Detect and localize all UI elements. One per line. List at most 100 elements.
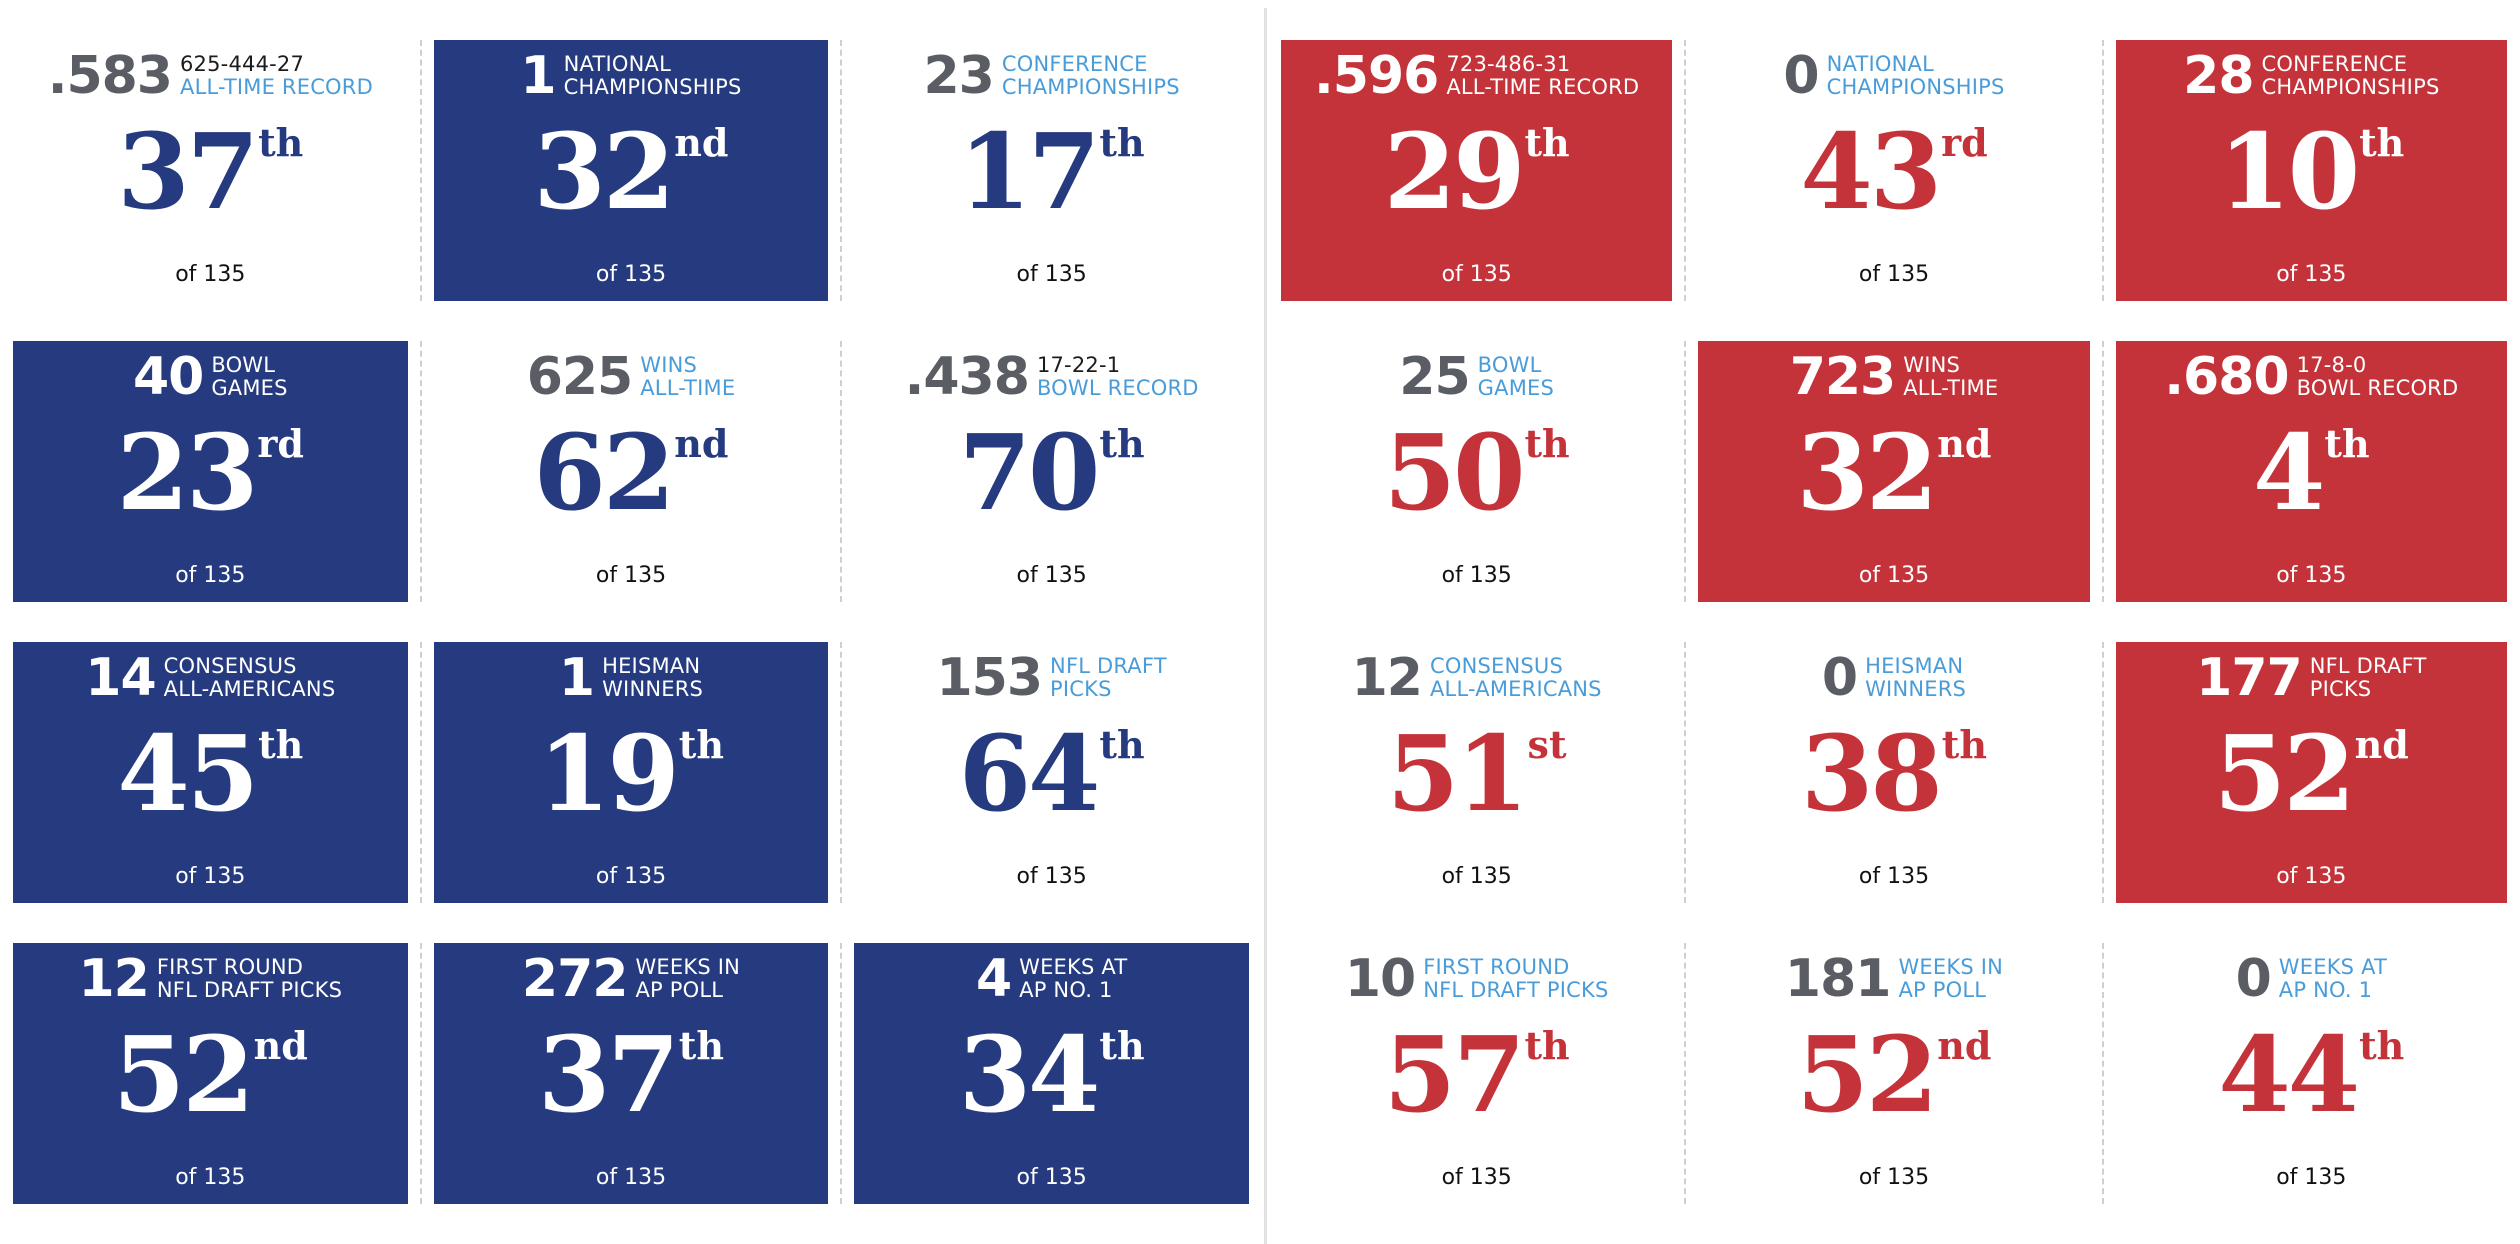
stat-header: 723 WINS ALL-TIME bbox=[1698, 349, 2089, 405]
stat-value: .583 bbox=[47, 46, 173, 106]
rank-total: of 135 bbox=[1441, 864, 1512, 889]
stat-label-line: CONFERENCE bbox=[2261, 51, 2408, 76]
stat-label-line: NFL DRAFT bbox=[1050, 653, 1167, 678]
stat-label: NATIONAL CHAMPIONSHIPS bbox=[1826, 51, 2005, 99]
stat-tile: 177 NFL DRAFT PICKS 52nd of 135 bbox=[2115, 642, 2507, 903]
stat-label: NATIONAL CHAMPIONSHIPS bbox=[563, 52, 742, 99]
stat-header: 12 FIRST ROUND NFL DRAFT PICKS bbox=[13, 951, 408, 1007]
stat-value: .596 bbox=[1314, 46, 1439, 106]
left-stat-grid: .583 625-444-27 ALL-TIME RECORD 37th of 135 1… bbox=[13, 40, 1249, 1204]
rank-suffix: rd bbox=[1941, 120, 1988, 165]
rank: 23rd bbox=[13, 421, 408, 525]
stat-label-line: CONSENSUS bbox=[1429, 653, 1564, 678]
rank-suffix: th bbox=[1524, 421, 1570, 466]
rank: 64th bbox=[854, 722, 1249, 826]
right-team-panel: .596 723-486-31 ALL-TIME RECORD 29th of 135 0… bbox=[1268, 0, 2520, 1244]
stat-label-line: WEEKS AT bbox=[1019, 954, 1128, 979]
stat-label-line: ALL-TIME bbox=[1903, 376, 1999, 400]
rank: 62nd bbox=[434, 421, 829, 525]
rank-number: 64 bbox=[958, 712, 1101, 835]
stat-header: 0 HEISMAN WINNERS bbox=[1698, 650, 2089, 706]
rank-total: of 135 bbox=[175, 1165, 246, 1190]
stat-label: CONFERENCE CHAMPIONSHIPS bbox=[1001, 51, 1180, 99]
rank-number: 52 bbox=[112, 1013, 255, 1136]
rank-suffix: th bbox=[1524, 1023, 1570, 1068]
rank: 57th bbox=[1281, 1023, 1672, 1127]
stat-tile: .438 17-22-1 BOWL RECORD 70th of 135 bbox=[854, 341, 1249, 602]
stat-label-line: WINNERS bbox=[1865, 677, 1967, 701]
stat-label-line: ALL-TIME RECORD bbox=[1446, 75, 1640, 99]
stat-label: FIRST ROUND NFL DRAFT PICKS bbox=[156, 955, 343, 1002]
stat-value: 0 bbox=[2235, 949, 2272, 1009]
rank: 34th bbox=[854, 1023, 1249, 1127]
rank-suffix: th bbox=[1099, 722, 1145, 767]
stat-label-line: WEEKS IN bbox=[1898, 954, 2004, 979]
stat-tile: 0 NATIONAL CHAMPIONSHIPS 43rd of 135 bbox=[1698, 40, 2104, 301]
stat-header: 181 WEEKS IN AP POLL bbox=[1698, 951, 2089, 1007]
stat-label-line: CHAMPIONSHIPS bbox=[2261, 75, 2440, 99]
rank: 44th bbox=[2116, 1023, 2507, 1127]
rank-number: 37 bbox=[117, 110, 259, 233]
rank-suffix: th bbox=[678, 722, 724, 767]
stat-value: 272 bbox=[521, 949, 629, 1009]
stat-header: 25 BOWL GAMES bbox=[1281, 349, 1672, 405]
rank-number: 19 bbox=[538, 712, 680, 835]
team-divider bbox=[1264, 8, 1267, 1244]
stat-label: WINS ALL-TIME bbox=[640, 353, 735, 400]
stat-value: 14 bbox=[85, 648, 156, 708]
rank-number: 51 bbox=[1386, 712, 1529, 835]
stat-label-line: CHAMPIONSHIPS bbox=[563, 75, 742, 99]
stat-label-line: NATIONAL bbox=[1826, 51, 1934, 76]
stat-label-line: GAMES bbox=[211, 376, 288, 400]
rank-total: of 135 bbox=[175, 262, 246, 287]
rank-number: 43 bbox=[1800, 110, 1942, 233]
stat-value: 4 bbox=[975, 949, 1012, 1009]
stat-label-line: AP POLL bbox=[635, 978, 724, 1002]
rank-suffix: th bbox=[1941, 722, 1987, 767]
stat-label-line: BOWL RECORD bbox=[2296, 376, 2459, 400]
stat-tile: 14 CONSENSUS ALL-AMERICANS 45th of 135 bbox=[13, 642, 422, 903]
stat-value: 23 bbox=[923, 46, 994, 106]
rank-total: of 135 bbox=[1858, 563, 1930, 588]
stat-label: WEEKS IN AP POLL bbox=[635, 954, 741, 1002]
stat-tile: 181 WEEKS IN AP POLL 52nd of 135 bbox=[1698, 943, 2104, 1204]
rank-suffix: th bbox=[258, 120, 304, 165]
stat-value: 1 bbox=[520, 46, 556, 106]
rank-number: 17 bbox=[958, 110, 1101, 233]
right-stat-grid: .596 723-486-31 ALL-TIME RECORD 29th of 135 0… bbox=[1268, 0, 2520, 1244]
stat-label-line: CHAMPIONSHIPS bbox=[1826, 75, 2005, 99]
stat-value: 25 bbox=[1399, 347, 1470, 407]
stat-value: 723 bbox=[1789, 347, 1897, 407]
stat-label-line: WEEKS IN bbox=[635, 954, 741, 979]
stat-tile: 12 CONSENSUS ALL-AMERICANS 51st of 135 bbox=[1281, 642, 1687, 903]
rank-suffix: nd bbox=[253, 1023, 308, 1068]
rank-number: 23 bbox=[116, 411, 259, 534]
rank-number: 32 bbox=[533, 110, 676, 233]
rank-total: of 135 bbox=[1441, 262, 1512, 287]
rank-number: 38 bbox=[1801, 712, 1943, 835]
stat-label: WEEKS AT AP NO. 1 bbox=[1019, 954, 1128, 1002]
rank: 52nd bbox=[13, 1023, 408, 1127]
rank-suffix: nd bbox=[1937, 1023, 1992, 1068]
stat-label-line: AP POLL bbox=[1898, 978, 1987, 1002]
stat-header: 0 WEEKS AT AP NO. 1 bbox=[2116, 951, 2507, 1007]
stat-value: 12 bbox=[78, 949, 150, 1009]
rank-suffix: th bbox=[678, 1023, 724, 1068]
rank-total: of 135 bbox=[595, 563, 667, 588]
stat-label-line: NFL DRAFT PICKS bbox=[156, 978, 343, 1002]
rank-number: 52 bbox=[2213, 712, 2356, 835]
rank-number: 29 bbox=[1383, 110, 1526, 233]
stat-label-line: BOWL bbox=[1477, 352, 1542, 377]
stat-header: 1 HEISMAN WINNERS bbox=[434, 650, 829, 706]
stat-value: 153 bbox=[936, 648, 1043, 708]
stat-label-line: BOWL bbox=[211, 352, 276, 377]
stat-tile: 272 WEEKS IN AP POLL 37th of 135 bbox=[433, 943, 842, 1204]
stat-label: HEISMAN WINNERS bbox=[1865, 654, 1967, 701]
stat-header: 14 CONSENSUS ALL-AMERICANS bbox=[13, 650, 408, 706]
rank-total: of 135 bbox=[2276, 864, 2347, 889]
stat-label-line: FIRST ROUND bbox=[1423, 954, 1570, 979]
stat-label-line: CONFERENCE bbox=[1001, 51, 1148, 76]
stat-header: 177 NFL DRAFT PICKS bbox=[2116, 650, 2507, 706]
rank-total: of 135 bbox=[1441, 563, 1512, 588]
rank: 32nd bbox=[1698, 421, 2089, 525]
